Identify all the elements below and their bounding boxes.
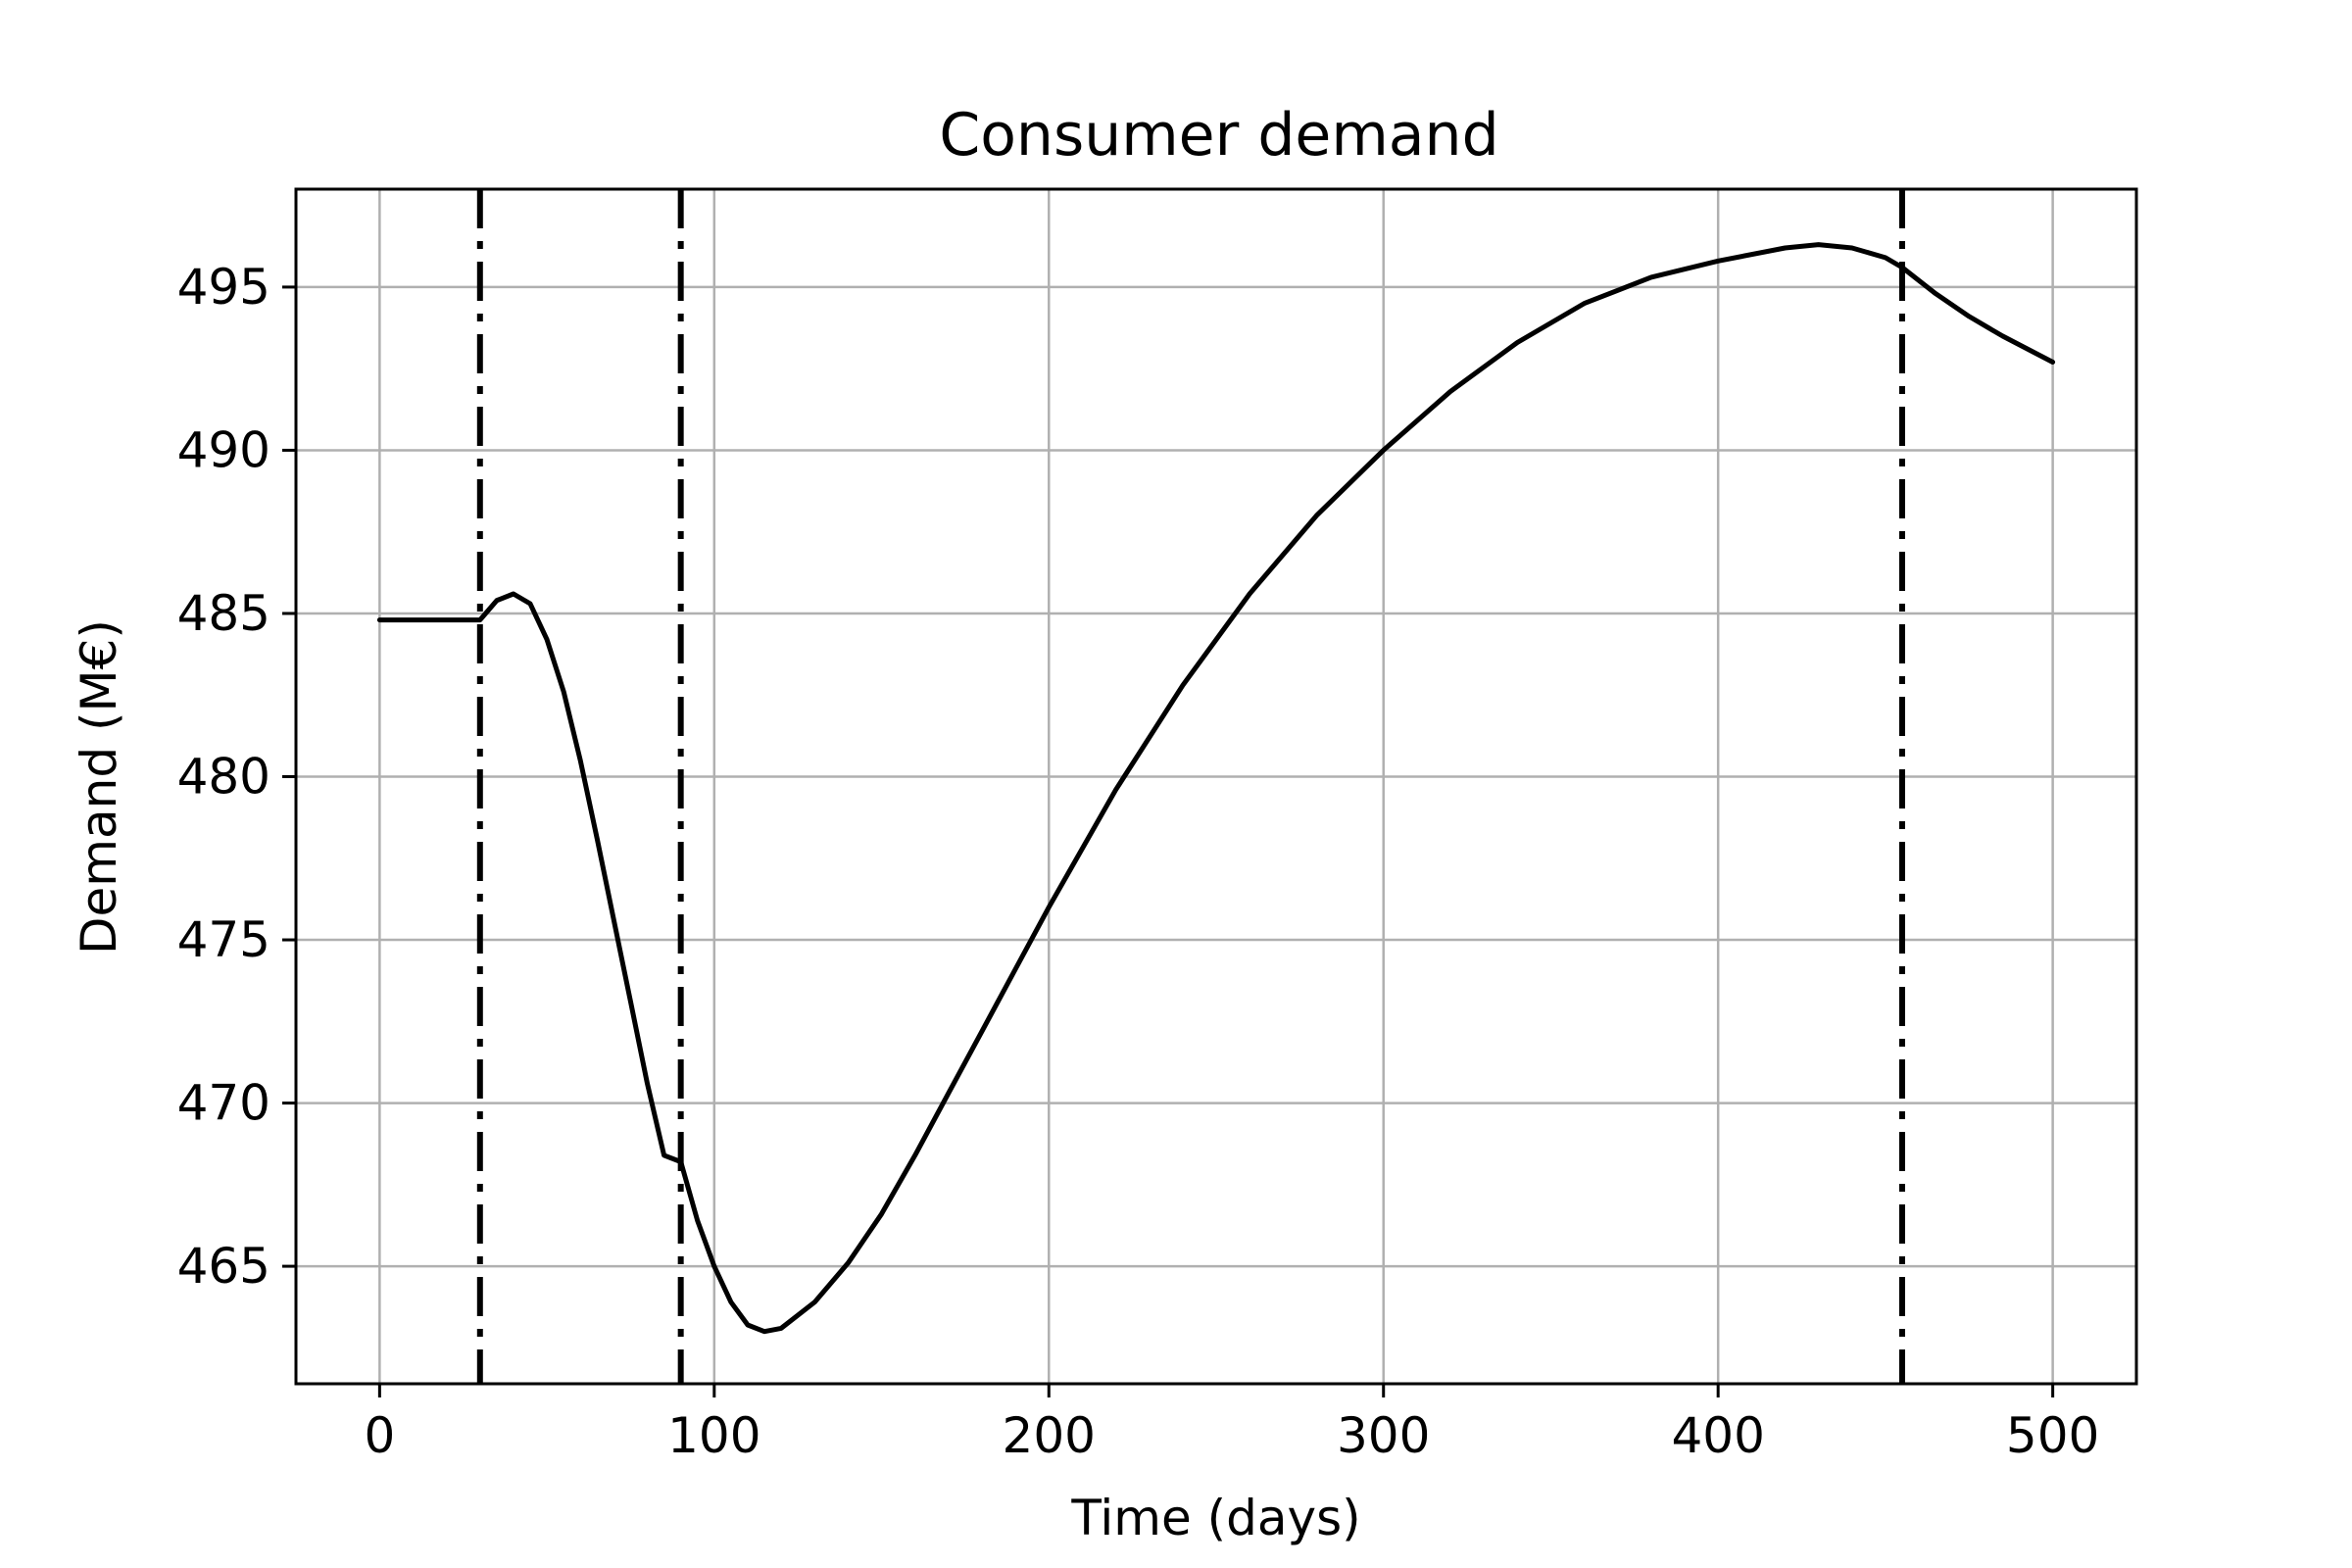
x-axis-label: Time (days) [1070, 1490, 1360, 1546]
x-tick-label-300: 300 [1337, 1407, 1430, 1464]
y-tick-label-470: 470 [177, 1075, 270, 1132]
event-lines [476, 189, 1905, 1384]
y-tick-label-465: 465 [177, 1238, 270, 1295]
y-tick-label-480: 480 [177, 749, 270, 806]
demand-line-0 [376, 242, 2056, 1335]
plot-frame [294, 187, 2138, 1386]
x-tick-label-500: 500 [2006, 1407, 2099, 1464]
grid [296, 189, 2136, 1384]
series-layer [376, 242, 2056, 1335]
x-tick-label-100: 100 [667, 1407, 760, 1464]
chart-title: Consumer demand [939, 101, 1498, 170]
axis-ticks: 0 100 200 300 400 500 465 470 475 480 485 490 495 [177, 259, 2100, 1464]
y-tick-label-485: 485 [177, 585, 270, 642]
y-tick-label-495: 495 [177, 259, 270, 316]
y-tick-label-475: 475 [177, 911, 270, 968]
x-tick-label-400: 400 [1671, 1407, 1764, 1464]
x-tick-label-0: 0 [364, 1407, 395, 1464]
y-axis-label: Demand (M€) [71, 619, 127, 955]
y-tick-label-490: 490 [177, 421, 270, 478]
x-tick-label-200: 200 [1003, 1407, 1096, 1464]
